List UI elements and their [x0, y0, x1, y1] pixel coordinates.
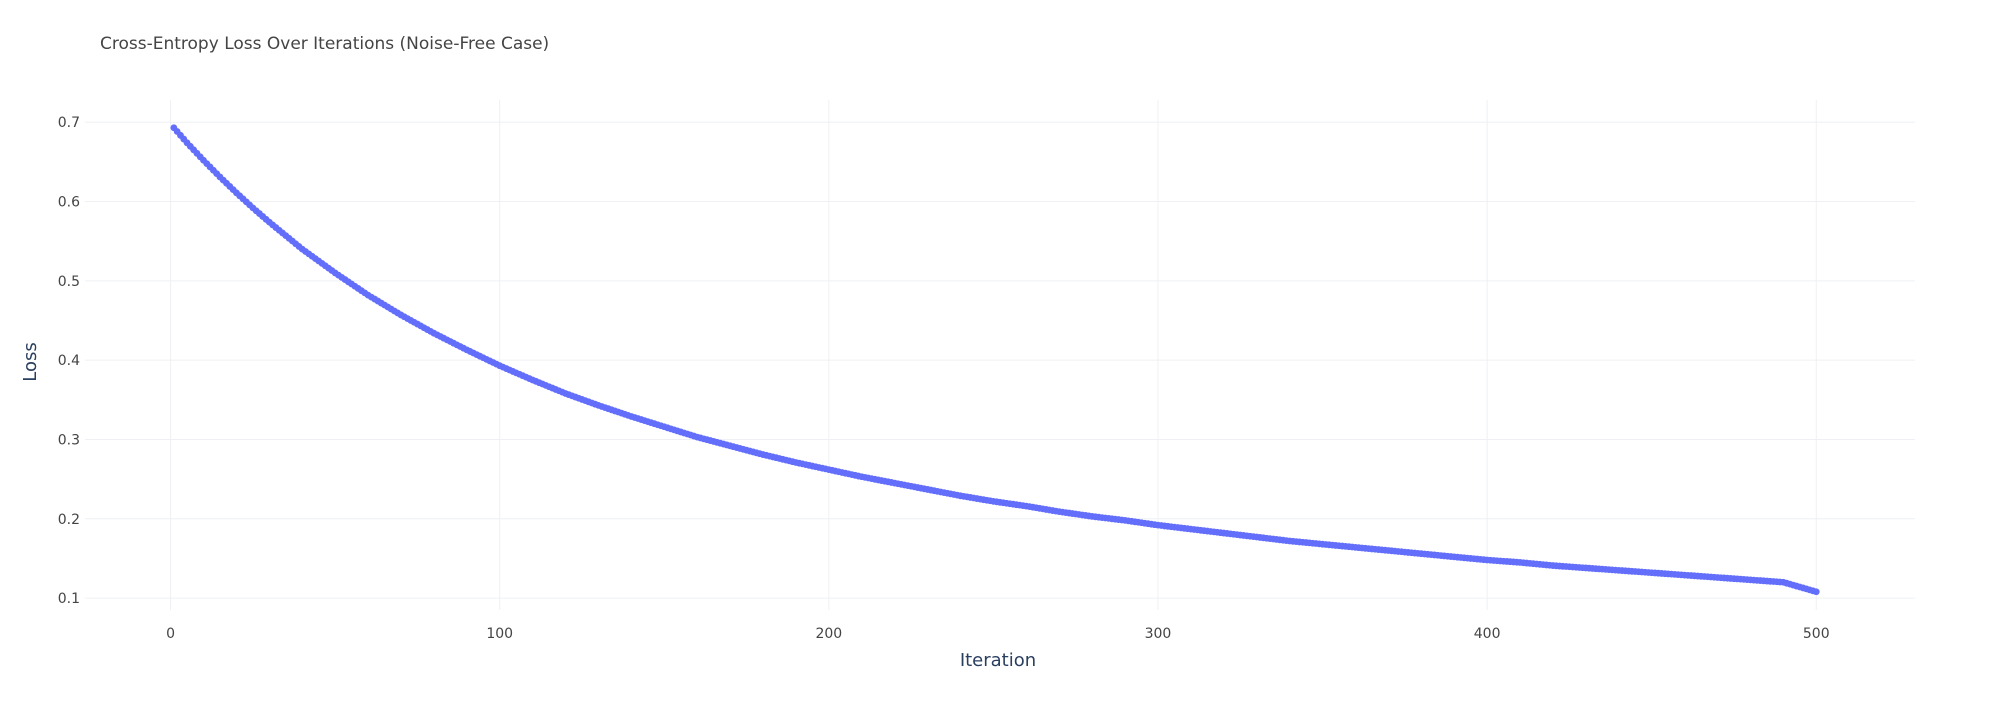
- x-tick-label: 100: [486, 626, 513, 642]
- y-tick-label: 0.6: [58, 195, 80, 211]
- grid-lines: [85, 100, 1915, 610]
- y-tick-label: 0.5: [58, 274, 80, 290]
- y-tick-label: 0.3: [58, 432, 80, 448]
- x-tick-label: 200: [815, 626, 842, 642]
- y-axis-ticks: 0.1 0.2 0.3 0.4 0.5 0.6 0.7: [58, 115, 80, 607]
- y-tick-label: 0.1: [58, 591, 80, 607]
- y-tick-label: 0.7: [58, 115, 80, 131]
- x-tick-label: 300: [1145, 626, 1172, 642]
- x-axis-title: Iteration: [960, 650, 1036, 671]
- data-point: [1812, 588, 1820, 596]
- x-tick-label: 0: [166, 626, 175, 642]
- x-tick-label: 500: [1803, 626, 1830, 642]
- data-points: [170, 124, 1820, 596]
- y-tick-label: 0.2: [58, 512, 80, 528]
- chart-title: Cross-Entropy Loss Over Iterations (Nois…: [100, 34, 549, 54]
- y-axis-title: Loss: [20, 342, 41, 381]
- x-axis-ticks: 0 100 200 300 400 500: [166, 626, 1830, 642]
- x-tick-label: 400: [1474, 626, 1501, 642]
- y-tick-label: 0.4: [58, 353, 80, 369]
